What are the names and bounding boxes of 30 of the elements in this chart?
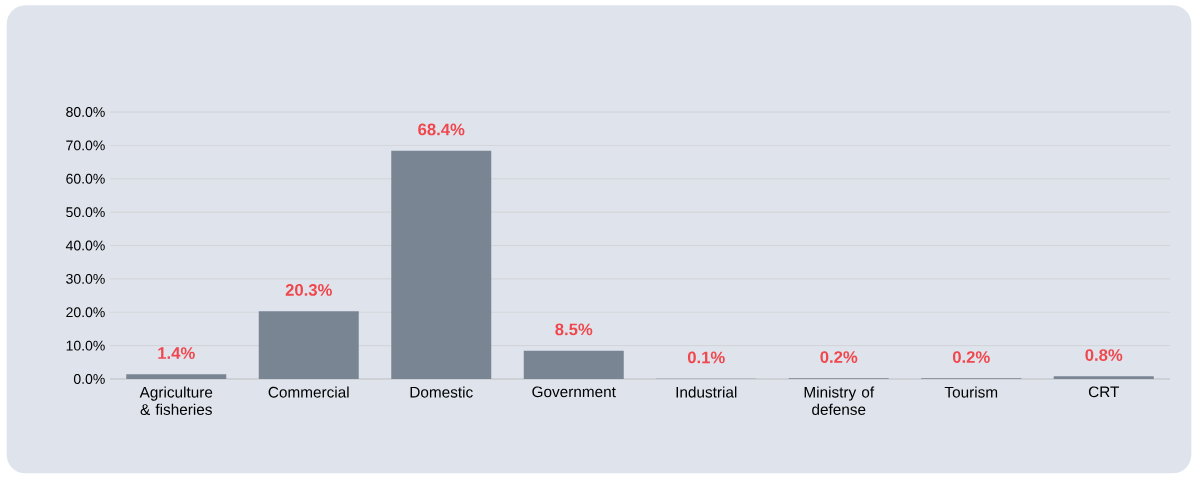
y-tick-label: 60.0% <box>66 173 105 184</box>
y-tick-label: 80.0% <box>66 107 105 117</box>
x-tick-label: CRT <box>1088 386 1120 398</box>
bar <box>523 350 624 379</box>
data-label: 0.8% <box>1085 349 1123 361</box>
data-label: 0.2% <box>952 351 990 363</box>
x-tick-label: Commercial <box>268 386 349 398</box>
data-label: 68.4% <box>418 123 465 136</box>
y-tick-label: 0.0% <box>73 374 105 384</box>
data-label: 0.1% <box>687 351 725 364</box>
data-label: 8.5% <box>555 323 593 336</box>
bar <box>391 150 492 379</box>
data-label: 20.3% <box>285 284 332 296</box>
y-tick-label: 20.0% <box>66 307 105 318</box>
bar <box>258 311 359 379</box>
bar <box>126 374 227 379</box>
y-tick-label: 50.0% <box>66 207 105 218</box>
x-tick-label: Domestic <box>410 386 473 398</box>
x-tick-label: Ministry of defense <box>804 386 875 415</box>
x-tick-label: Tourism <box>944 386 998 398</box>
y-tick-label: 30.0% <box>66 273 105 284</box>
x-tick-label: Industrial <box>676 386 737 398</box>
data-label: 1.4% <box>158 347 195 359</box>
data-label: 0.2% <box>820 351 858 363</box>
y-tick-label: 40.0% <box>65 240 105 251</box>
y-tick-label: 70.0% <box>66 140 105 151</box>
x-tick-label: Agriculture & fisheries <box>139 386 213 415</box>
x-tick-label: Government <box>532 386 616 398</box>
y-tick-label: 10.0% <box>66 340 105 351</box>
bar <box>1053 376 1154 379</box>
